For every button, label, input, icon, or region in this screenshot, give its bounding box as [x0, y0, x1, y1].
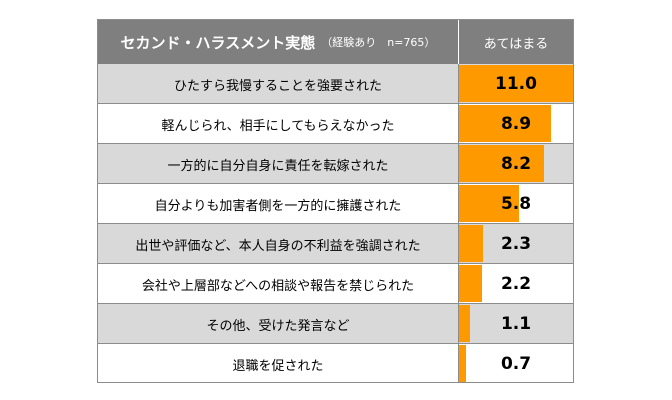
- table-row: 自分よりも加害者側を一方的に擁護された: [98, 184, 573, 224]
- table-row: その他、受けた発言など: [98, 304, 573, 344]
- category-label: 軽んじられ、相手にしてもらえなかった: [161, 118, 395, 134]
- table-row: 会社や上層部などへの相談や報告を禁じられた: [98, 264, 573, 304]
- table-header: セカンド・ハラスメント実態 （経験あり n=765） あてはまる: [98, 20, 573, 64]
- bar: [459, 305, 470, 342]
- category-label: 一方的に自分自身に責任を転嫁された: [167, 158, 389, 174]
- row-divider: [98, 303, 573, 304]
- data-label: 5.8: [500, 194, 532, 214]
- bar: [459, 145, 544, 182]
- bar: [459, 65, 573, 102]
- data-label: 11.0: [495, 74, 537, 94]
- data-label: 2.3: [500, 234, 532, 254]
- bar: [459, 265, 482, 302]
- data-label: 8.9: [500, 114, 532, 134]
- data-label: 1.1: [500, 314, 532, 334]
- category-label: 自分よりも加害者側を一方的に擁護された: [154, 198, 402, 214]
- bar: [459, 185, 519, 222]
- table-row: 軽んじられ、相手にしてもらえなかった: [98, 104, 573, 144]
- row-divider: [98, 183, 573, 184]
- header-title-cell: セカンド・ハラスメント実態 （経験あり n=765）: [98, 20, 458, 64]
- table-row: 退職を促された: [98, 344, 573, 384]
- category-label: 会社や上層部などへの相談や報告を禁じられた: [141, 278, 415, 294]
- bar: [459, 225, 483, 262]
- data-label: 2.2: [500, 274, 532, 294]
- data-label: 0.7: [500, 354, 532, 374]
- category-label: その他、受けた発言など: [206, 318, 350, 334]
- header-divider: [458, 20, 459, 64]
- category-label: ひたすら我慢することを強要された: [173, 78, 382, 94]
- category-label: 退職を促された: [232, 358, 324, 374]
- table-row: 出世や評価など、本人自身の不利益を強調された: [98, 224, 573, 264]
- bar: [459, 345, 466, 382]
- row-divider: [98, 223, 573, 224]
- chart-subtitle: （経験あり n=765）: [321, 36, 436, 49]
- column-divider: [458, 64, 459, 382]
- category-label: 出世や評価など、本人自身の不利益を強調された: [135, 238, 421, 254]
- chart-table: セカンド・ハラスメント実態 （経験あり n=765） あてはまる ひたすら我慢す…: [97, 19, 574, 383]
- chart-title: セカンド・ハラスメント実態: [120, 33, 316, 52]
- row-divider: [98, 343, 573, 344]
- data-label: 8.2: [500, 154, 532, 174]
- bar: [459, 105, 551, 142]
- column-header: あてはまる: [483, 36, 549, 52]
- row-divider: [98, 103, 573, 104]
- row-divider: [98, 143, 573, 144]
- row-divider: [98, 263, 573, 264]
